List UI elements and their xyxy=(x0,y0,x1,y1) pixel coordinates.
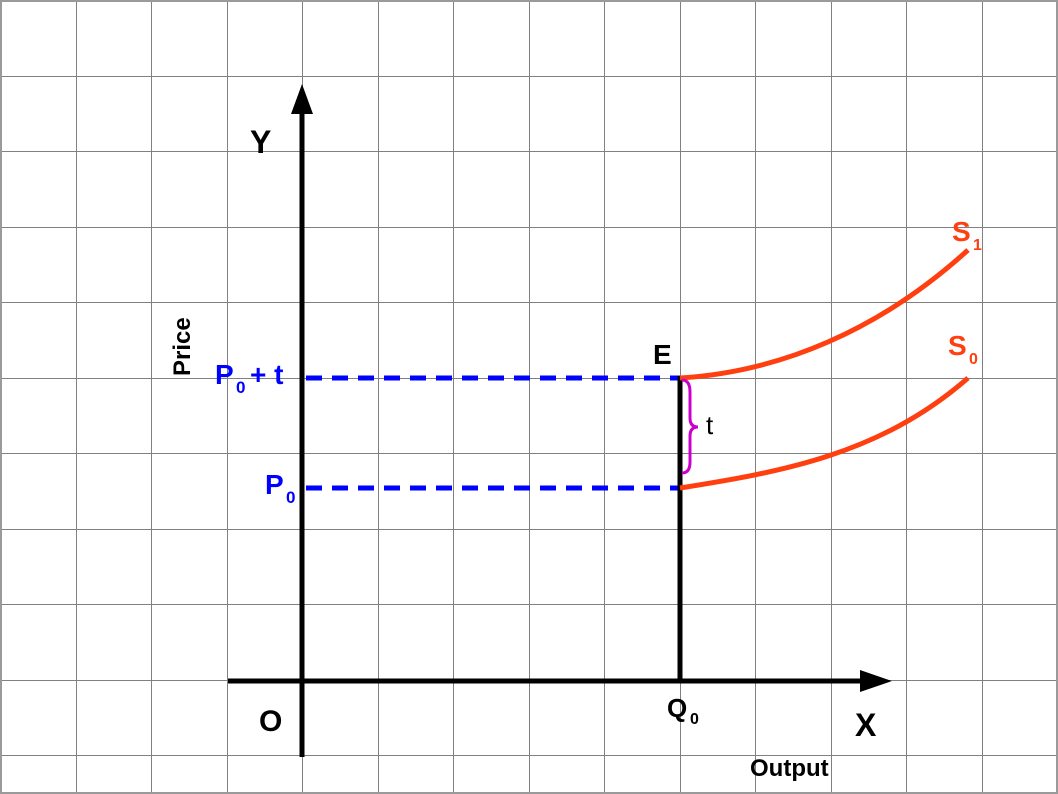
x-axis-title: Output xyxy=(750,755,829,782)
tax-label: t xyxy=(706,410,714,440)
s0-curve xyxy=(679,376,970,491)
y-axis-title: Price xyxy=(169,317,196,376)
svg-text:0: 0 xyxy=(690,711,699,728)
svg-text:S: S xyxy=(948,330,967,361)
svg-text:P: P xyxy=(215,359,234,390)
p0-plus-t-label: P 0 + t xyxy=(215,359,283,397)
y-axis-arrow-icon xyxy=(291,84,313,114)
svg-text:0: 0 xyxy=(236,378,245,397)
x-axis-label: X xyxy=(855,707,877,743)
svg-text:0: 0 xyxy=(286,488,295,507)
svg-text:+ t: + t xyxy=(250,359,283,390)
s1-curve xyxy=(679,248,970,381)
p0-label: P 0 xyxy=(265,469,295,507)
x-axis-arrow-icon xyxy=(860,670,892,692)
y-axis-label: Y xyxy=(250,124,271,160)
tax-brace xyxy=(681,378,699,475)
equilibrium-label: E xyxy=(653,339,672,370)
svg-text:S: S xyxy=(952,216,971,247)
svg-text:Q: Q xyxy=(667,693,687,723)
svg-text:P: P xyxy=(265,469,284,500)
q0-label: Q 0 xyxy=(667,693,699,728)
s0-label: S 0 xyxy=(948,330,978,368)
s1-label: S 1 xyxy=(952,216,982,254)
svg-text:0: 0 xyxy=(969,351,978,368)
origin-label: O xyxy=(259,705,282,738)
svg-text:1: 1 xyxy=(973,237,982,254)
